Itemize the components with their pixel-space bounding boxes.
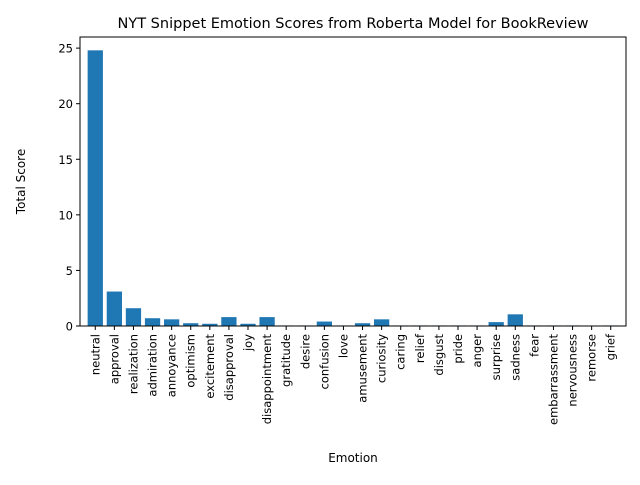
x-tick-label-realization: realization [126,334,140,394]
x-tick-label-disgust: disgust [432,334,446,376]
x-tick-label-anger: anger [470,334,484,368]
x-tick-label-joy: joy [241,334,255,352]
x-tick-label-relief: relief [413,333,427,363]
bar-confusion [317,322,332,326]
x-tick-label-optimism: optimism [184,334,198,388]
y-ticks-group: 0 5 10 15 20 25 [58,42,80,334]
x-tick-label-embarrassment: embarrassment [546,334,560,425]
bar-sadness [508,314,523,326]
x-tick-label-caring: caring [394,334,408,370]
x-tick-label-love: love [336,334,350,358]
x-tick-label-curiosity: curiosity [375,334,389,383]
x-ticks-group: neutral approval realization admiration anno… [88,326,617,425]
bar-realization [126,308,141,326]
y-tick-label: 15 [58,153,73,167]
bar-admiration [145,318,160,326]
y-tick-label: 25 [58,42,73,56]
y-tick-label: 20 [58,97,73,111]
bar-disapproval [221,317,236,326]
x-tick-label-pride: pride [451,334,465,364]
y-axis-label: Total Score [14,149,28,215]
x-tick-label-annoyance: annoyance [165,334,179,397]
x-tick-label-sadness: sadness [508,334,522,381]
x-tick-label-amusement: amusement [356,334,370,403]
bar-surprise [489,322,504,326]
x-tick-label-surprise: surprise [489,334,503,380]
bar-disappointment [259,317,274,326]
bar-approval [107,292,122,326]
x-tick-label-gratitude: gratitude [279,334,293,387]
x-tick-label-disappointment: disappointment [260,334,274,425]
x-tick-label-confusion: confusion [317,334,331,390]
bar-neutral [88,50,103,326]
y-tick-label: 10 [58,208,73,222]
x-tick-label-fear: fear [527,334,541,357]
x-tick-label-neutral: neutral [88,334,102,375]
x-tick-label-admiration: admiration [146,334,160,397]
y-tick-label: 5 [66,264,73,278]
bar-annoyance [164,319,179,326]
x-axis-label: Emotion [328,451,378,465]
y-tick-label: 0 [66,320,73,334]
x-tick-label-remorse: remorse [585,334,599,382]
x-tick-label-disapproval: disapproval [222,334,236,401]
bar-curiosity [374,319,389,326]
x-tick-label-excitement: excitement [203,334,217,399]
x-tick-label-desire: desire [298,334,312,369]
chart-title: NYT Snippet Emotion Scores from Roberta … [118,16,589,32]
x-tick-label-approval: approval [107,334,121,384]
x-tick-label-grief: grief [604,333,618,360]
bars-group [88,50,619,326]
plot-frame [80,37,626,326]
x-tick-label-nervousness: nervousness [566,334,580,407]
